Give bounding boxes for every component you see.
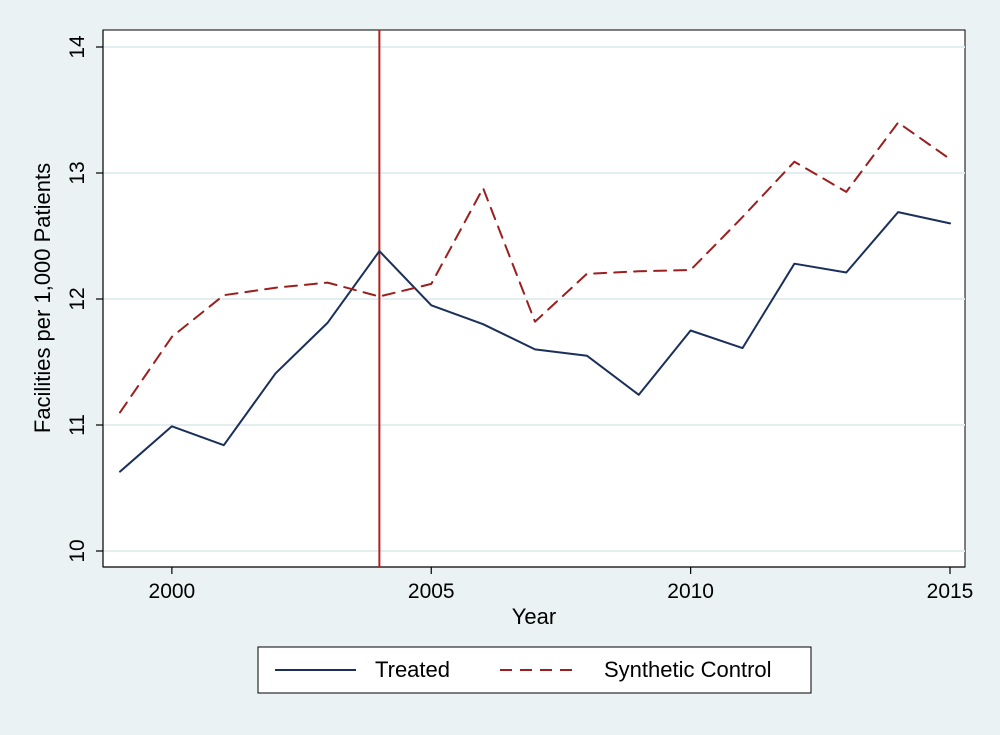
series-line-synthetic-control	[119, 121, 951, 414]
x-tick-label: 2010	[667, 580, 714, 603]
legend-label-treated: Treated	[375, 657, 450, 682]
x-axis-title: Year	[512, 604, 556, 629]
y-tick-label: 11	[66, 414, 89, 436]
series-lines	[119, 121, 951, 473]
x-tick-label: 2000	[149, 580, 196, 603]
tick-labels: 10 11 12 13 14 2000 2005 2010 2015	[66, 35, 973, 603]
series-line-treated	[119, 211, 951, 473]
y-tick-label: 12	[66, 287, 89, 310]
y-axis-title: Facilities per 1,000 Patients	[30, 163, 55, 433]
y-tick-label: 13	[66, 161, 89, 184]
legend-label-synthetic-control: Synthetic Control	[604, 657, 772, 682]
y-tick-label: 14	[66, 35, 89, 59]
grid-lines	[103, 46, 965, 552]
x-tick-label: 2005	[408, 580, 455, 603]
x-tick-label: 2015	[927, 580, 974, 603]
y-tick-label: 10	[66, 539, 89, 562]
legend: Treated Synthetic Control	[257, 646, 812, 694]
